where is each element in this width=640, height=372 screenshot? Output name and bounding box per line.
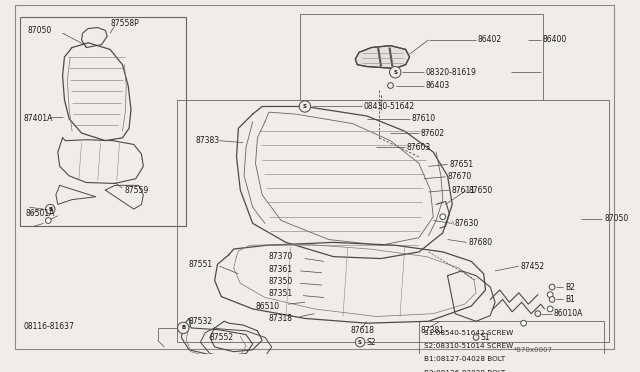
Text: 87370: 87370	[269, 252, 293, 261]
Text: 87670: 87670	[447, 172, 472, 181]
Text: 87602: 87602	[421, 129, 445, 138]
Text: 87650: 87650	[468, 186, 493, 195]
Circle shape	[45, 204, 55, 214]
Circle shape	[535, 311, 541, 317]
Text: 87618: 87618	[351, 326, 374, 335]
Text: 87680: 87680	[468, 238, 493, 247]
Text: S1:08540-51642 SCREW: S1:08540-51642 SCREW	[424, 330, 513, 336]
Text: 87559: 87559	[124, 186, 148, 195]
Bar	[20, 17, 186, 226]
Text: 87552: 87552	[210, 333, 234, 342]
Text: 87381: 87381	[421, 326, 445, 335]
Text: 08320-81619: 08320-81619	[426, 68, 477, 77]
Text: 08116-81637: 08116-81637	[24, 321, 74, 331]
Circle shape	[45, 218, 51, 223]
Text: 87532: 87532	[189, 317, 213, 326]
Text: 87318: 87318	[269, 314, 293, 323]
Text: *870x0007: *870x0007	[514, 347, 553, 353]
Text: 87361: 87361	[269, 264, 293, 273]
Text: S2:08310-51014 SCREW: S2:08310-51014 SCREW	[424, 343, 513, 349]
Text: B1: B1	[565, 295, 575, 304]
Circle shape	[440, 214, 445, 219]
Text: 87452: 87452	[521, 262, 545, 271]
Text: 87630: 87630	[454, 219, 479, 228]
Text: 87551: 87551	[189, 260, 213, 269]
Text: B: B	[181, 326, 186, 330]
Circle shape	[390, 67, 401, 78]
Polygon shape	[355, 46, 410, 68]
Text: S: S	[393, 70, 397, 75]
Text: 87350: 87350	[269, 277, 293, 286]
Bar	[300, 14, 543, 100]
Bar	[177, 100, 609, 342]
Bar	[419, 321, 604, 372]
Text: B2: B2	[565, 283, 575, 292]
Text: S1: S1	[481, 333, 490, 342]
Text: B1:08127-04028 BOLT: B1:08127-04028 BOLT	[424, 356, 505, 362]
Text: B2:08126-82028 BOLT: B2:08126-82028 BOLT	[424, 370, 505, 372]
Text: 87401A: 87401A	[24, 114, 53, 123]
Circle shape	[547, 306, 553, 312]
Text: 86510: 86510	[255, 302, 280, 311]
Circle shape	[300, 101, 310, 112]
Text: S2: S2	[367, 338, 376, 347]
Text: 87050: 87050	[28, 26, 52, 35]
Circle shape	[549, 284, 555, 290]
Text: 86501A: 86501A	[26, 209, 55, 218]
Circle shape	[547, 292, 553, 298]
Circle shape	[521, 320, 527, 326]
Text: S: S	[358, 340, 362, 345]
Circle shape	[177, 322, 189, 334]
Text: 86400: 86400	[543, 35, 567, 44]
Text: 87383: 87383	[196, 136, 220, 145]
Text: 87558P: 87558P	[110, 19, 139, 28]
Text: 86402: 86402	[478, 35, 502, 44]
Text: 86010A: 86010A	[554, 309, 584, 318]
Text: 87050: 87050	[604, 214, 628, 223]
Circle shape	[388, 83, 394, 89]
Text: 87651: 87651	[449, 160, 474, 169]
Circle shape	[473, 334, 479, 340]
Circle shape	[355, 337, 365, 347]
Text: 86403: 86403	[426, 81, 450, 90]
Text: S: S	[303, 104, 307, 109]
Text: B: B	[48, 206, 52, 212]
Text: 08430-51642: 08430-51642	[364, 102, 415, 111]
Text: 87351: 87351	[269, 289, 293, 298]
Circle shape	[549, 296, 555, 302]
Text: 87603: 87603	[406, 143, 431, 152]
Text: 87610: 87610	[412, 114, 436, 123]
Text: 87611: 87611	[451, 186, 476, 195]
